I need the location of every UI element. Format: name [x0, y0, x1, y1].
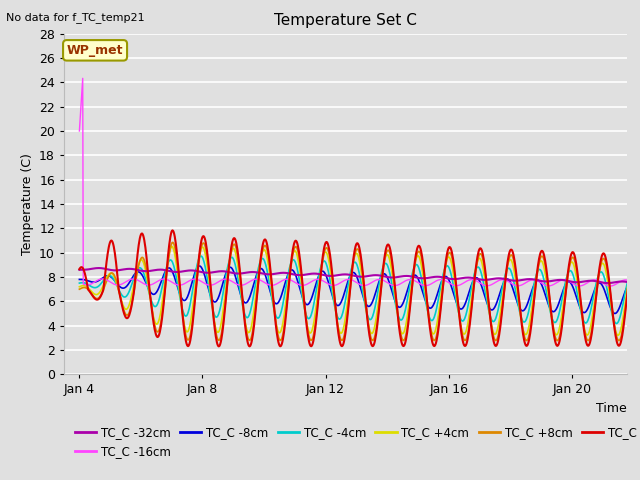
- TC_C -32cm: [132, 267, 140, 273]
- TC_C -16cm: [456, 282, 464, 288]
- Line: TC_C +8cm: TC_C +8cm: [79, 242, 634, 341]
- Title: Temperature Set C: Temperature Set C: [274, 13, 417, 28]
- TC_C -16cm: [320, 278, 328, 284]
- TC_C -8cm: [132, 270, 140, 276]
- TC_C +12cm: [630, 252, 637, 258]
- TC_C +12cm: [509, 249, 516, 254]
- Legend: TC_C -32cm, TC_C -16cm, TC_C -8cm, TC_C -4cm, TC_C +4cm, TC_C +8cm, TC_C +12cm: TC_C -32cm, TC_C -16cm, TC_C -8cm, TC_C …: [70, 421, 640, 463]
- TC_C +4cm: [456, 321, 464, 326]
- TC_C +8cm: [615, 338, 623, 344]
- TC_C -8cm: [300, 298, 308, 304]
- TC_C +12cm: [169, 228, 177, 233]
- TC_C +8cm: [320, 251, 328, 257]
- TC_C -32cm: [76, 267, 83, 273]
- TC_C +12cm: [76, 266, 83, 272]
- TC_C +4cm: [320, 252, 328, 257]
- TC_C -32cm: [320, 272, 328, 278]
- TC_C -4cm: [518, 316, 525, 322]
- TC_C +8cm: [132, 277, 140, 283]
- TC_C -4cm: [630, 272, 637, 277]
- TC_C -16cm: [132, 277, 140, 283]
- TC_C -8cm: [195, 263, 203, 269]
- TC_C -16cm: [300, 282, 308, 288]
- TC_C -16cm: [76, 128, 83, 134]
- TC_C +8cm: [300, 296, 308, 301]
- TC_C -4cm: [300, 303, 308, 309]
- Line: TC_C +12cm: TC_C +12cm: [79, 230, 634, 347]
- TC_C -4cm: [132, 270, 140, 276]
- Y-axis label: Temperature (C): Temperature (C): [20, 153, 33, 255]
- TC_C -32cm: [604, 280, 612, 286]
- TC_C +12cm: [301, 302, 308, 308]
- TC_C +12cm: [132, 267, 140, 273]
- TC_C +12cm: [457, 327, 465, 333]
- Text: No data for f_TC_temp21: No data for f_TC_temp21: [6, 12, 145, 23]
- TC_C -4cm: [76, 280, 83, 286]
- TC_C +4cm: [614, 332, 621, 338]
- TC_C -16cm: [630, 280, 637, 286]
- TC_C -32cm: [456, 276, 464, 281]
- TC_C +4cm: [300, 301, 308, 307]
- TC_C -4cm: [456, 315, 464, 321]
- TC_C -16cm: [606, 283, 614, 289]
- TC_C -4cm: [508, 271, 516, 277]
- TC_C +4cm: [518, 321, 525, 327]
- TC_C +12cm: [518, 327, 526, 333]
- TC_C -8cm: [518, 308, 525, 313]
- TC_C -16cm: [518, 282, 525, 288]
- TC_C -16cm: [79, 75, 86, 81]
- TC_C -32cm: [95, 265, 102, 271]
- TC_C +4cm: [508, 259, 516, 264]
- TC_C -32cm: [518, 277, 525, 283]
- TC_C +4cm: [132, 272, 140, 277]
- TC_C -32cm: [630, 280, 637, 286]
- Line: TC_C +4cm: TC_C +4cm: [79, 246, 634, 335]
- Line: TC_C -32cm: TC_C -32cm: [79, 268, 634, 283]
- TC_C +8cm: [508, 252, 516, 258]
- TC_C -8cm: [456, 306, 464, 312]
- Text: WP_met: WP_met: [67, 44, 124, 57]
- TC_C +8cm: [456, 319, 464, 325]
- Line: TC_C -4cm: TC_C -4cm: [79, 256, 634, 324]
- TC_C -8cm: [508, 283, 516, 289]
- TC_C -32cm: [300, 272, 308, 278]
- TC_C +4cm: [630, 262, 637, 267]
- TC_C -4cm: [197, 253, 205, 259]
- Line: TC_C -8cm: TC_C -8cm: [79, 266, 634, 313]
- TC_C -16cm: [508, 281, 516, 287]
- TC_C +8cm: [169, 240, 177, 245]
- Line: TC_C -16cm: TC_C -16cm: [79, 78, 634, 286]
- TC_C -8cm: [320, 269, 328, 275]
- X-axis label: Time: Time: [596, 402, 627, 415]
- TC_C -4cm: [613, 321, 621, 326]
- TC_C +8cm: [76, 286, 83, 292]
- TC_C +12cm: [246, 344, 253, 349]
- TC_C -4cm: [320, 258, 328, 264]
- TC_C -8cm: [611, 311, 619, 316]
- TC_C -32cm: [508, 277, 516, 283]
- TC_C +8cm: [518, 320, 525, 325]
- TC_C -8cm: [76, 276, 83, 282]
- TC_C +4cm: [168, 243, 176, 249]
- TC_C +12cm: [321, 243, 328, 249]
- TC_C -8cm: [630, 283, 637, 289]
- TC_C +4cm: [76, 284, 83, 289]
- TC_C +8cm: [630, 257, 637, 263]
